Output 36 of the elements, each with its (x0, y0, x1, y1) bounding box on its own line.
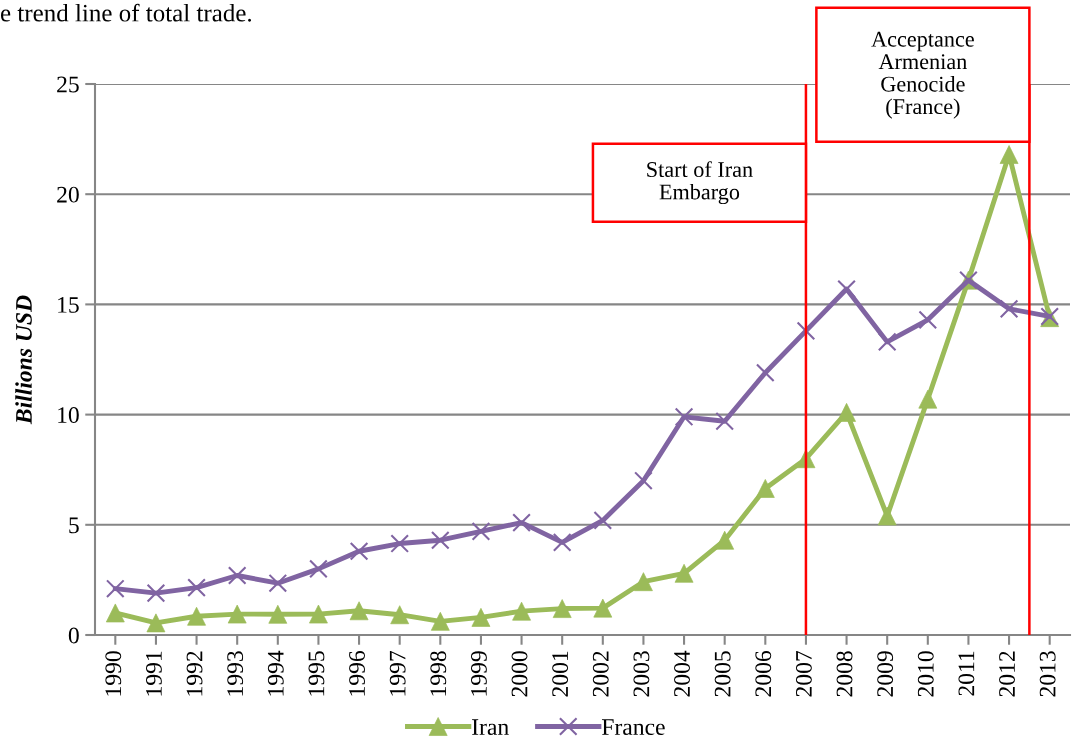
x-tick-label: 1996 (349, 650, 365, 696)
legend-label: Iran (472, 719, 509, 735)
x-tick-label: 2003 (633, 651, 650, 697)
x-tick-label: 2006 (755, 650, 772, 697)
y-axis-title: Billions USD (15, 295, 32, 425)
x-tick-label: 2004 (674, 650, 690, 697)
x-tick-label: 2002 (592, 651, 609, 697)
y-tick-label: 5 (69, 517, 79, 534)
x-tick-label: 1992 (186, 651, 203, 696)
x-tick-label: 1993 (227, 651, 244, 696)
x-tick-label: 2000 (511, 651, 528, 697)
x-tick-label: 1991 (145, 651, 162, 696)
x-tick-label: 2009 (877, 651, 894, 697)
x-tick-label: 1997 (389, 650, 406, 696)
x-tick-label: 2001 (552, 651, 569, 697)
y-tick-label: 20 (57, 186, 79, 203)
x-tick-label: 1994 (267, 650, 284, 696)
x-tick-label: 2010 (917, 651, 934, 697)
x-tick-label: 1995 (308, 651, 325, 696)
y-tick-label: 25 (57, 76, 79, 93)
x-tick-label: 2012 (999, 651, 1015, 697)
x-tick-label: 2013 (1039, 651, 1056, 697)
x-tick-label: 2008 (836, 651, 853, 697)
ref-line-label: Start of Iran Embargo (647, 161, 753, 205)
x-tick-label: 2011 (958, 651, 975, 696)
x-tick-label: 1990 (105, 651, 122, 696)
legend-label: France (601, 719, 665, 735)
x-tick-label: 1998 (430, 651, 447, 696)
y-tick-label: 15 (58, 297, 79, 313)
y-tick-label: 10 (58, 407, 79, 424)
ref-line-label: Acceptance Armenian Genocide (France) (871, 31, 974, 119)
y-tick-label: 0 (68, 627, 79, 644)
text: e trend line of total trade. (0, 3, 252, 22)
x-tick-label: 2007 (795, 650, 812, 697)
x-tick-label: 1999 (470, 651, 487, 696)
x-tick-label: 2005 (714, 651, 731, 697)
